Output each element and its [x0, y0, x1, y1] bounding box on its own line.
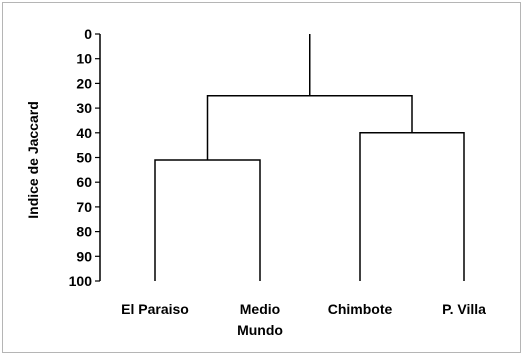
y-tick-label: 100	[69, 273, 93, 289]
y-tick-label: 10	[76, 51, 92, 67]
y-tick-label: 40	[76, 125, 92, 141]
chart-frame	[2, 2, 521, 353]
y-tick-label: 90	[76, 248, 92, 264]
leaf-label-line: Chimbote	[328, 301, 393, 317]
y-tick-label: 30	[76, 100, 92, 116]
dendrogram-link	[206, 95, 413, 160]
leaf-label-line: P. Villa	[442, 301, 486, 317]
leaf-label: El Paraiso	[121, 301, 189, 317]
y-axis-label: Indice de Jaccard	[25, 101, 41, 219]
leaf-label: Medio Mundo	[237, 301, 283, 338]
y-tick-label: 20	[76, 75, 92, 91]
y-tick-label: 70	[76, 199, 92, 215]
leaf-labels: El Paraiso Medio Mundo Chimbote P. Villa	[121, 301, 486, 338]
leaf-label-line: El Paraiso	[121, 301, 189, 317]
leaf-label-line: Mundo	[237, 322, 283, 338]
leaf-label: P. Villa	[442, 301, 486, 317]
dendrogram-link	[359, 132, 465, 281]
y-tick-labels: 0 10 20 30 40 50 60 70 80 90 100	[69, 26, 100, 289]
y-tick-label: 50	[76, 150, 92, 166]
leaf-label: Chimbote	[328, 301, 393, 317]
y-tick-label: 80	[76, 224, 92, 240]
y-tick-label: 0	[84, 26, 92, 42]
dendrogram-links	[154, 34, 465, 281]
dendrogram-link	[154, 159, 261, 281]
leaf-label-line: Medio	[240, 301, 280, 317]
y-tick-label: 60	[76, 174, 92, 190]
